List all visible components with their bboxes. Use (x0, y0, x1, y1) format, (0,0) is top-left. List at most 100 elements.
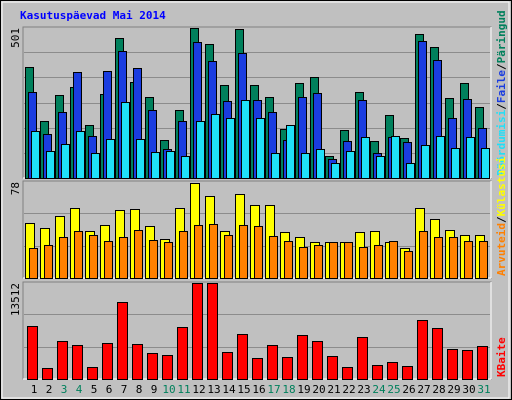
bar (134, 230, 143, 279)
bar (434, 237, 443, 279)
bar (196, 121, 205, 179)
bar (314, 245, 323, 279)
bar (271, 153, 280, 179)
bar (256, 118, 265, 179)
bar (252, 358, 263, 380)
x-tick-label: 14 (222, 383, 236, 396)
bar (226, 118, 235, 179)
x-tick-label: 6 (106, 383, 113, 396)
bar (267, 345, 278, 380)
bar (376, 156, 385, 179)
legend-entry: Arvuteid (495, 223, 508, 276)
bar (162, 355, 173, 380)
bar (57, 341, 68, 380)
x-tick-label: 16 (252, 383, 265, 396)
legend-separator: / (495, 63, 508, 70)
bar (106, 139, 115, 179)
bar (102, 343, 113, 380)
x-tick-label: 11 (177, 383, 190, 396)
bar (389, 241, 398, 279)
bar (89, 235, 98, 279)
bar (282, 357, 293, 380)
bar (462, 350, 473, 380)
bar (74, 231, 83, 279)
bar (224, 235, 233, 279)
legend-separator: / (495, 216, 508, 223)
legend-entry: Päringud (495, 10, 508, 63)
bar (327, 356, 338, 380)
bar (239, 225, 248, 279)
bar (479, 241, 488, 279)
bar (406, 163, 415, 179)
bar (72, 345, 83, 380)
bar (421, 145, 430, 179)
x-tick-label: 30 (462, 383, 475, 396)
bar (237, 334, 248, 380)
y-tick-label: 78 (9, 182, 22, 195)
bar (329, 242, 338, 279)
bar (222, 352, 233, 380)
x-tick-label: 17 (267, 383, 280, 396)
legend-entry: Külastusi (495, 156, 508, 216)
bar (179, 231, 188, 279)
bar (481, 148, 490, 179)
bar (181, 156, 190, 179)
bar (387, 362, 398, 380)
x-tick-label: 22 (342, 383, 355, 396)
x-tick-label: 5 (91, 383, 98, 396)
legend: Pöördumisi/Faile/Päringud (495, 10, 508, 176)
bar (436, 136, 445, 179)
bar (164, 242, 173, 279)
bar (299, 247, 308, 279)
bar (342, 367, 353, 380)
bar (432, 328, 443, 380)
x-tick-label: 25 (387, 383, 400, 396)
y-tick-label: 501 (9, 28, 22, 48)
y-tick-label: 13512 (9, 283, 22, 316)
bar (297, 335, 308, 380)
x-tick-label: 4 (76, 383, 83, 396)
bar (76, 131, 85, 179)
bar (402, 366, 413, 380)
x-tick-label: 19 (297, 383, 310, 396)
bar (372, 365, 383, 380)
bar (27, 326, 38, 380)
bar (117, 302, 128, 380)
x-tick-label: 27 (417, 383, 430, 396)
x-tick-label: 2 (46, 383, 53, 396)
x-tick-label: 31 (477, 383, 490, 396)
legend: KBaite (495, 337, 508, 377)
bar (42, 368, 53, 380)
bar (254, 226, 263, 279)
x-tick-label: 13 (207, 383, 220, 396)
bar (312, 341, 323, 380)
x-tick-label: 15 (237, 383, 250, 396)
bar (417, 320, 428, 380)
bar (31, 131, 40, 179)
x-tick-label: 18 (282, 383, 295, 396)
legend-entry: Pöördumisi (495, 109, 508, 176)
x-tick-label: 7 (121, 383, 128, 396)
bar (91, 153, 100, 179)
x-tick-label: 26 (402, 383, 415, 396)
legend-entry: KBaite (495, 337, 508, 377)
bar (451, 148, 460, 179)
bar (149, 240, 158, 279)
bar (166, 151, 175, 179)
bar (207, 283, 218, 380)
bar (447, 349, 458, 380)
bar (151, 152, 160, 179)
x-tick-label: 8 (136, 383, 143, 396)
bar (241, 100, 250, 179)
chart-title: Kasutuspäevad Mai 2014 (20, 9, 166, 22)
x-tick-label: 24 (372, 383, 386, 396)
bar (211, 114, 220, 179)
bar (449, 237, 458, 279)
legend-entry: Faile (495, 70, 508, 103)
legend: Arvuteid/Külastusi (495, 156, 508, 276)
bar (464, 241, 473, 279)
bar (359, 247, 368, 279)
